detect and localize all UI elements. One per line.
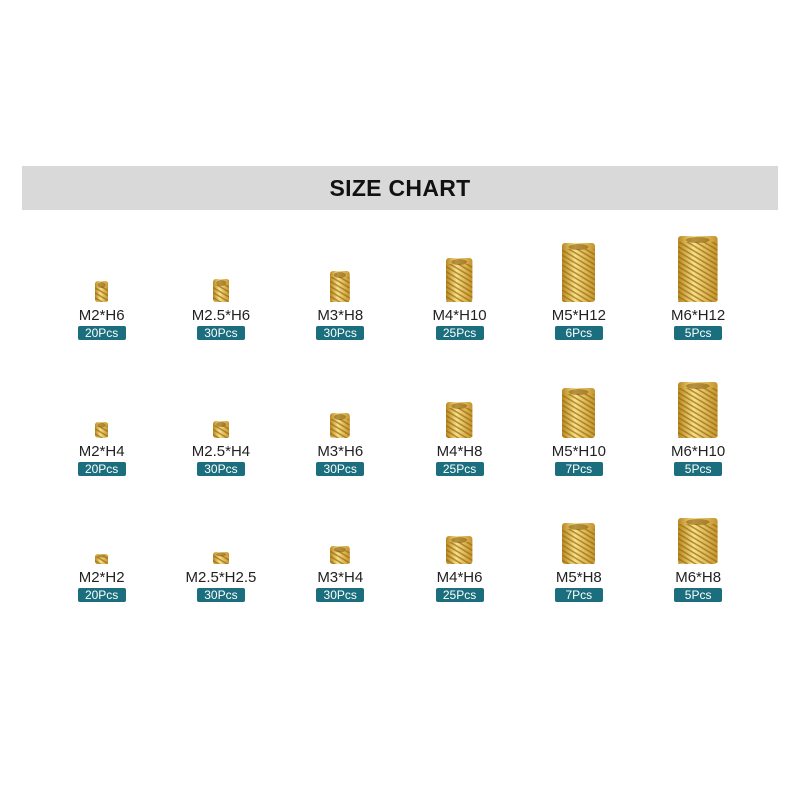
- insert-item: M3*H6 30Pcs: [281, 358, 400, 476]
- insert-item: M5*H8 7Pcs: [519, 484, 638, 602]
- insert-item: M3*H4 30Pcs: [281, 484, 400, 602]
- size-chart-banner: SIZE CHART: [22, 166, 778, 210]
- insert-size-label: M4*H8: [436, 443, 483, 460]
- insert-item: M5*H10 7Pcs: [519, 358, 638, 476]
- quantity-badge: 30Pcs: [196, 462, 245, 476]
- quantity-badge: 30Pcs: [196, 326, 245, 340]
- insert-item: M4*H10 25Pcs: [400, 222, 519, 340]
- insert-image-frame: [446, 222, 473, 302]
- brass-insert-image: [95, 553, 109, 564]
- size-row: M2*H2 20Pcs M2.5*H2.5 30Pcs M3*H4 30Pcs: [42, 484, 758, 602]
- insert-image-frame: [212, 358, 230, 438]
- quantity-badge: 25Pcs: [435, 462, 484, 476]
- insert-size-label: M6*H12: [671, 307, 726, 324]
- quantity-badge: 5Pcs: [674, 588, 723, 602]
- insert-image-frame: [95, 222, 109, 302]
- page-title: SIZE CHART: [329, 174, 471, 201]
- insert-size-label: M5*H12: [551, 307, 606, 324]
- insert-item: M2.5*H6 30Pcs: [161, 222, 280, 340]
- insert-image-frame: [562, 484, 596, 564]
- quantity-badge: 7Pcs: [554, 462, 603, 476]
- brass-insert-image: [95, 422, 109, 438]
- insert-item: M2.5*H2.5 30Pcs: [161, 484, 280, 602]
- insert-size-label: M6*H8: [675, 569, 722, 586]
- insert-size-label: M6*H10: [671, 443, 726, 460]
- insert-size-label: M4*H10: [432, 307, 487, 324]
- quantity-badge: 25Pcs: [435, 588, 484, 602]
- brass-insert-image: [562, 388, 596, 438]
- quantity-badge: 30Pcs: [316, 588, 365, 602]
- quantity-badge: 20Pcs: [77, 588, 126, 602]
- brass-insert-image: [446, 401, 473, 438]
- brass-insert-image: [678, 518, 718, 564]
- insert-image-frame: [562, 358, 596, 438]
- quantity-badge: 5Pcs: [674, 326, 723, 340]
- brass-insert-image: [446, 258, 473, 302]
- brass-insert-image: [446, 535, 473, 564]
- quantity-badge: 20Pcs: [77, 326, 126, 340]
- quantity-badge: 5Pcs: [674, 462, 723, 476]
- insert-size-label: M5*H10: [551, 443, 606, 460]
- brass-insert-image: [212, 551, 230, 564]
- insert-image-frame: [330, 222, 351, 302]
- insert-item: M2*H4 20Pcs: [42, 358, 161, 476]
- insert-size-label: M2.5*H6: [191, 307, 251, 324]
- size-row: M2*H6 20Pcs M2.5*H6 30Pcs M3*H8 30Pcs: [42, 222, 758, 340]
- insert-size-label: M3*H6: [317, 443, 364, 460]
- brass-insert-image: [212, 279, 230, 302]
- brass-insert-image: [330, 270, 351, 302]
- insert-image-frame: [330, 358, 351, 438]
- brass-insert-image: [678, 235, 718, 302]
- insert-image-frame: [330, 484, 351, 564]
- insert-size-label: M4*H6: [436, 569, 483, 586]
- insert-size-label: M5*H8: [555, 569, 602, 586]
- insert-image-frame: [446, 358, 473, 438]
- insert-image-frame: [446, 484, 473, 564]
- quantity-badge: 30Pcs: [316, 326, 365, 340]
- insert-size-label: M3*H8: [317, 307, 364, 324]
- insert-size-label: M2*H4: [78, 443, 125, 460]
- insert-image-frame: [678, 222, 718, 302]
- insert-image-frame: [212, 222, 230, 302]
- insert-item: M6*H8 5Pcs: [638, 484, 757, 602]
- brass-insert-image: [95, 280, 109, 302]
- brass-insert-image: [678, 382, 718, 438]
- quantity-badge: 30Pcs: [196, 588, 245, 602]
- insert-size-label: M2*H6: [78, 307, 125, 324]
- insert-image-frame: [562, 222, 596, 302]
- insert-size-label: M2*H2: [78, 569, 125, 586]
- insert-image-frame: [95, 484, 109, 564]
- quantity-badge: 7Pcs: [554, 588, 603, 602]
- insert-item: M2*H2 20Pcs: [42, 484, 161, 602]
- brass-insert-image: [562, 523, 596, 564]
- insert-item: M5*H12 6Pcs: [519, 222, 638, 340]
- insert-item: M4*H6 25Pcs: [400, 484, 519, 602]
- insert-size-label: M2.5*H4: [191, 443, 251, 460]
- insert-image-frame: [678, 484, 718, 564]
- insert-item: M6*H12 5Pcs: [638, 222, 757, 340]
- brass-insert-image: [330, 413, 351, 438]
- insert-image-frame: [212, 484, 230, 564]
- insert-item: M2.5*H4 30Pcs: [161, 358, 280, 476]
- brass-insert-image: [330, 545, 351, 564]
- brass-insert-image: [562, 243, 596, 302]
- insert-size-label: M3*H4: [317, 569, 364, 586]
- insert-size-label: M2.5*H2.5: [185, 569, 257, 586]
- quantity-badge: 6Pcs: [554, 326, 603, 340]
- quantity-badge: 25Pcs: [435, 326, 484, 340]
- quantity-badge: 20Pcs: [77, 462, 126, 476]
- insert-item: M3*H8 30Pcs: [281, 222, 400, 340]
- insert-image-frame: [678, 358, 718, 438]
- insert-item: M6*H10 5Pcs: [638, 358, 757, 476]
- insert-item: M2*H6 20Pcs: [42, 222, 161, 340]
- quantity-badge: 30Pcs: [316, 462, 365, 476]
- insert-item: M4*H8 25Pcs: [400, 358, 519, 476]
- brass-insert-image: [212, 421, 230, 438]
- size-row: M2*H4 20Pcs M2.5*H4 30Pcs M3*H6 30Pcs: [42, 358, 758, 476]
- insert-image-frame: [95, 358, 109, 438]
